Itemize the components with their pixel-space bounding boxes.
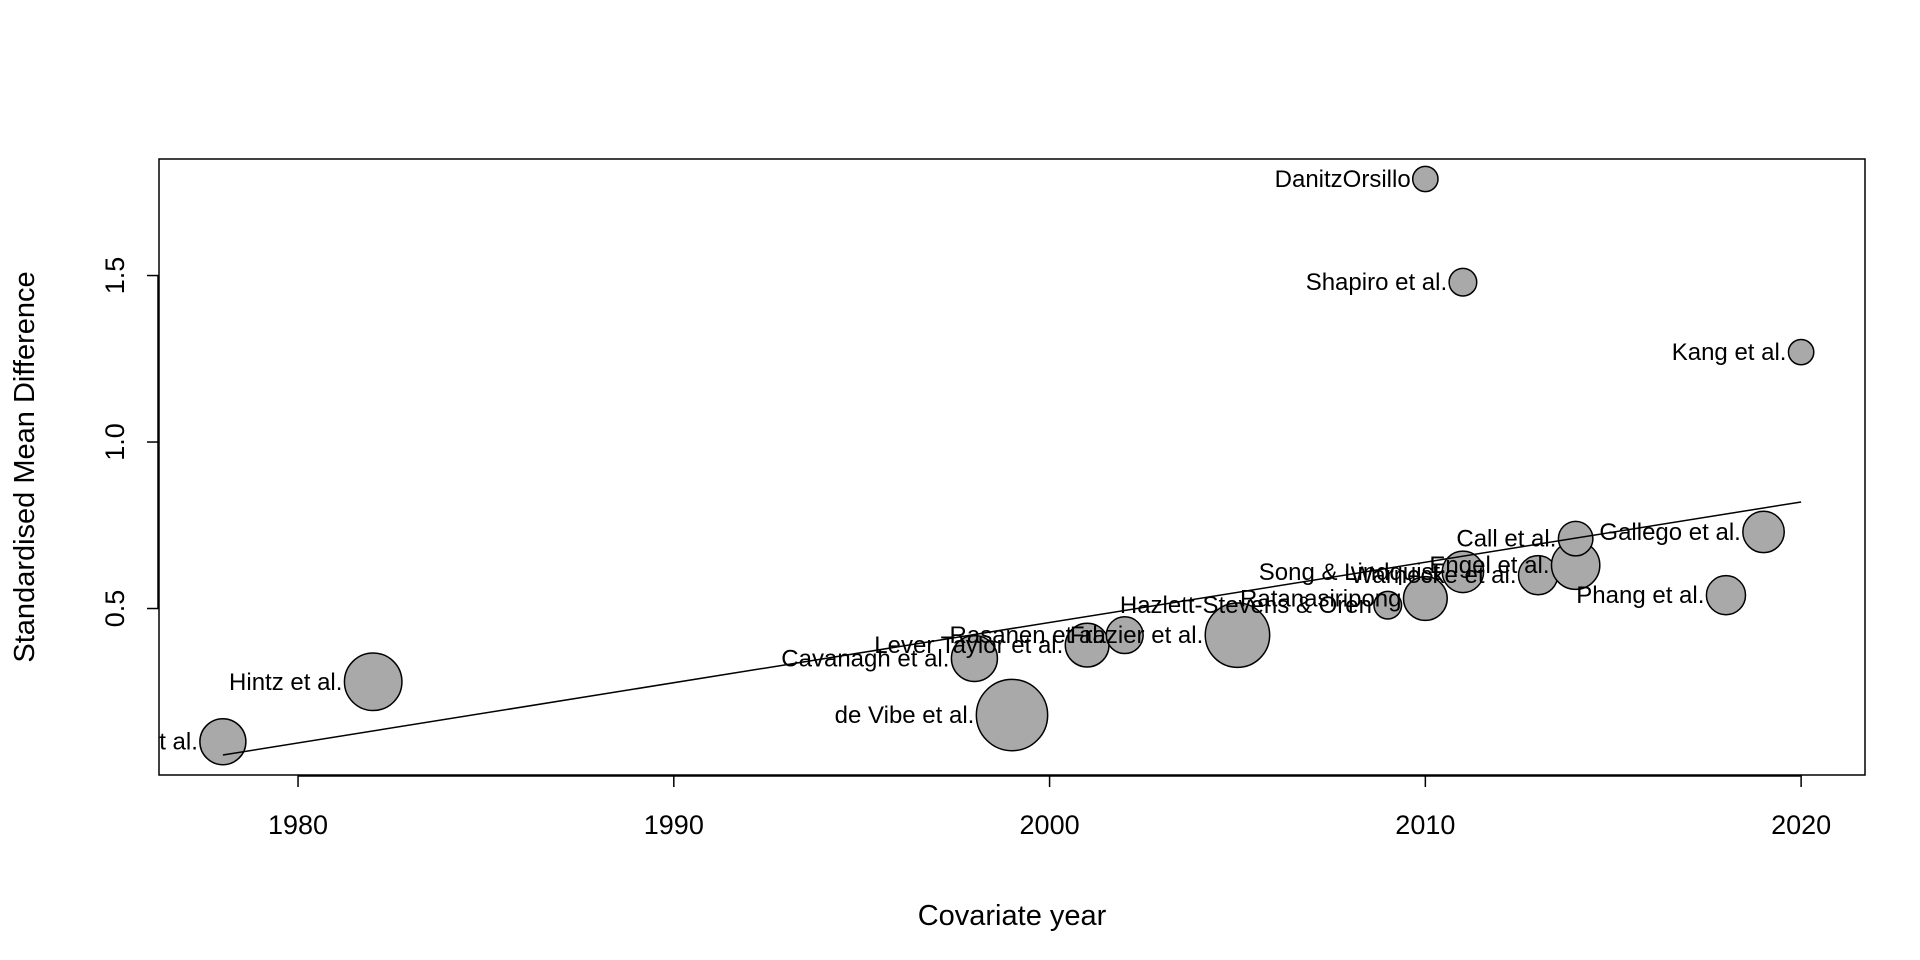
y-tick-label: 1.0 [100, 423, 130, 461]
data-point [1787, 338, 1815, 366]
data-point [199, 717, 247, 766]
plot-area-frame [158, 158, 1866, 776]
point-label: Frazier et al. [1070, 622, 1203, 649]
point-label: Hintz et al. [229, 669, 342, 696]
data-point [1105, 616, 1144, 655]
x-tick-label: 1990 [644, 810, 704, 840]
y-axis: 0.5 1.0 1.5 [100, 257, 159, 628]
data-point [1204, 602, 1271, 669]
point-label: Ratanasiripong [1240, 586, 1401, 613]
data-point [1448, 267, 1478, 297]
point-label: Warnecke et al. [1351, 562, 1517, 589]
data-point [1411, 165, 1439, 193]
x-tick-label: 2010 [1395, 810, 1455, 840]
data-point [975, 678, 1049, 752]
point-label: Kang et al. [1672, 339, 1787, 366]
data-point [1705, 574, 1747, 616]
y-axis-title: Standardised Mean Difference [9, 271, 41, 662]
x-axis: 1980 1990 2000 2010 2020 [268, 775, 1831, 840]
data-point [950, 634, 999, 683]
y-tick-label: 0.5 [100, 590, 130, 628]
point-label: Hazlett-Stevens & Oren [1120, 592, 1372, 619]
data-point [1402, 575, 1448, 622]
regression-line [222, 501, 1802, 756]
data-point [1373, 590, 1403, 620]
x-tick-label: 1980 [268, 810, 328, 840]
point-label: Cavanagh et al. [781, 645, 949, 672]
point-label: de Vibe et al. [835, 702, 975, 729]
x-tick-label: 2020 [1771, 810, 1831, 840]
point-label: Call et al. [1456, 526, 1556, 553]
points-layer [199, 165, 1815, 766]
data-point [1441, 550, 1485, 594]
point-label: Song & Lindquist [1259, 559, 1441, 586]
x-axis-title: Covariate year [918, 900, 1107, 932]
point-label: DanitzOrsillo [1275, 166, 1411, 193]
data-point [1742, 510, 1785, 554]
data-point [343, 652, 403, 712]
x-tick-label: 2000 [1020, 810, 1080, 840]
point-label: Phang et al. [1576, 582, 1704, 609]
point-label: Shapiro et al. [1306, 269, 1447, 296]
point-label: t al. [159, 729, 198, 756]
point-label: Engel et al. [1429, 552, 1549, 579]
y-tick-label: 1.5 [100, 257, 130, 295]
